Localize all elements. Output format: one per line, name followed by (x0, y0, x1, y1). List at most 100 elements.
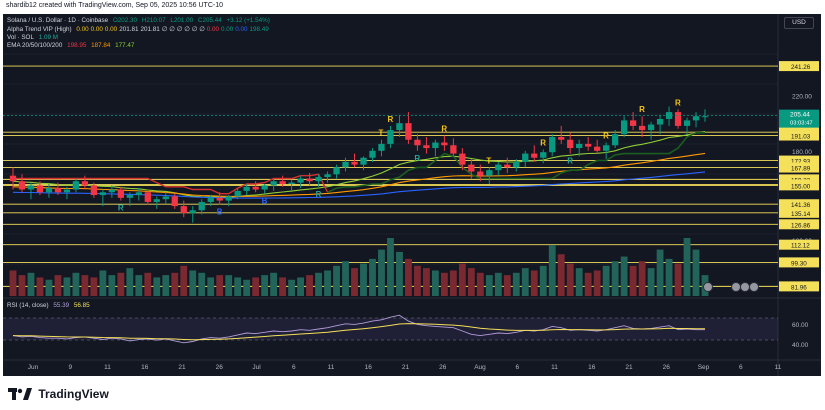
candle-body (495, 164, 502, 171)
candle-body (423, 145, 430, 149)
volume-bar (144, 272, 152, 296)
time-tick-label: Jul (252, 364, 261, 371)
volume-bar (351, 268, 358, 296)
candle-body (558, 136, 565, 140)
level-price-text: 155.00 (791, 183, 811, 190)
signal-label: T (486, 156, 491, 165)
signal-label: R (567, 157, 573, 166)
volume-bar (387, 238, 394, 296)
time-tick-label: 6 (515, 364, 519, 371)
volume-bar (647, 268, 655, 296)
candle-body (144, 192, 151, 202)
ema-legend[interactable]: EMA 20/50/100/200 198.95 187.84 177.47 (7, 42, 137, 50)
candle-body (225, 196, 232, 201)
candle-body (656, 118, 664, 125)
level-price-tag (779, 61, 819, 72)
candle-body (297, 178, 304, 183)
candle-body (459, 153, 466, 165)
volume-bar (171, 272, 179, 296)
candle-body (486, 170, 493, 176)
symbol-name[interactable]: Solana / U.S. Dollar · 1D · Coinbase (7, 17, 109, 24)
volume-bar (557, 254, 565, 296)
candle-body (315, 177, 322, 182)
candle-body (594, 146, 601, 151)
rsi-legend[interactable]: RSI (14, close) 55.39 56.85 (7, 302, 93, 310)
price-chart-svg[interactable]: RBBRRRTRRTRRRR220.00200.00180.00120.0060… (3, 14, 821, 376)
volume-label: Vol · SOL (7, 34, 34, 41)
ema-label: EMA 20/50/100/200 (7, 42, 63, 49)
volume-bar (72, 272, 80, 296)
candle-body (261, 185, 268, 190)
volume-bar (279, 277, 287, 296)
volume-bar (369, 258, 376, 296)
alpha-trend-value: 201.81 (140, 26, 160, 33)
time-tick-label: 16 (141, 364, 149, 371)
ema100-value: 177.47 (115, 42, 135, 49)
volume-legend[interactable]: Vol · SOL 1.09 M (7, 34, 61, 42)
candle-body (683, 120, 691, 126)
ohlc-close: C205.44 (197, 17, 222, 24)
candle-body (468, 164, 475, 172)
volume-bar (656, 249, 664, 296)
time-tick-label: 16 (365, 364, 373, 371)
candle-body (585, 143, 592, 147)
candle-body (99, 192, 107, 196)
candle-body (620, 120, 628, 135)
level-price-tag (779, 162, 819, 173)
candle-body (270, 181, 277, 186)
event-marker-icon[interactable] (703, 282, 713, 292)
volume-bar (288, 279, 296, 296)
signal-label: R (675, 98, 681, 107)
volume-bar (584, 272, 592, 296)
volume-bar (99, 270, 107, 296)
candle-body (180, 206, 187, 214)
time-tick-label: Sep (698, 364, 710, 371)
candle-body (90, 185, 98, 196)
candle-body (234, 190, 241, 197)
volume-bar (503, 275, 511, 296)
volume-bar (117, 272, 125, 296)
volume-bar (54, 275, 62, 296)
ema50-value: 187.84 (91, 42, 111, 49)
candle-body (522, 153, 529, 162)
level-price-text: 81.96 (791, 284, 807, 291)
volume-bar (405, 258, 412, 296)
candle-body (549, 136, 556, 153)
chart-area[interactable]: RBBRRRTRRTRRRR220.00200.00180.00120.0060… (3, 14, 821, 376)
alpha-trend-value: 0.00 (235, 26, 248, 33)
volume-bar (396, 251, 403, 296)
tradingview-wordmark: TradingView (38, 386, 109, 401)
candle-body (279, 181, 286, 184)
candle-body (189, 210, 196, 214)
level-price-tag (779, 199, 819, 210)
level-price-tag (779, 219, 819, 230)
time-tick-label: 21 (402, 364, 410, 371)
volume-bar (135, 275, 143, 296)
time-tick-label: 11 (551, 364, 558, 371)
volume-bar (440, 272, 448, 296)
price-axis: 220.00200.00180.00120.0060.0040.00241.26… (779, 61, 819, 349)
level-price-text: 241.26 (791, 64, 811, 71)
candle-body (135, 192, 142, 196)
volume-bar (27, 272, 35, 296)
time-tick-label: 21 (625, 364, 633, 371)
candle-body (171, 196, 178, 207)
candle-body (576, 143, 583, 149)
currency-selector[interactable]: USD (784, 17, 814, 29)
candle-body (342, 161, 349, 168)
event-marker-icon[interactable] (749, 282, 759, 292)
alpha-trend-value: ∅ (191, 26, 198, 33)
volume-bar (494, 272, 502, 296)
volume-bar (270, 272, 278, 296)
volume-bar (512, 272, 520, 296)
alpha-trend-value: ∅ (176, 26, 183, 33)
alpha-trend-legend[interactable]: Alpha Trend VIP (High) 0.00 0.00 0.00 201.8… (7, 26, 274, 34)
ohlc-open: O202.30 (112, 17, 138, 24)
ema-line (12, 130, 706, 198)
alpha-trend-value: 0.00 (90, 26, 103, 33)
time-tick-label: 26 (216, 364, 224, 371)
candle-body (504, 164, 511, 168)
candle-body (306, 178, 313, 182)
volume-bar (611, 261, 619, 296)
signal-label: R (316, 190, 322, 199)
